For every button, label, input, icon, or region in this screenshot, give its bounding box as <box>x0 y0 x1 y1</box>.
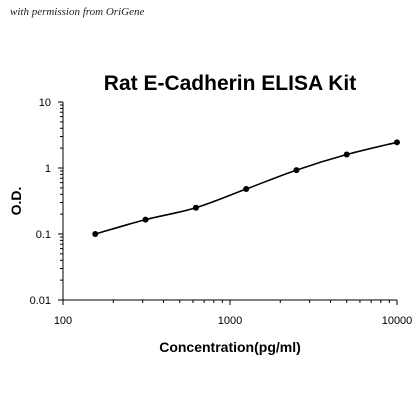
y-tick-label: 10 <box>39 97 51 109</box>
x-tick-label: 100 <box>54 315 72 327</box>
data-point <box>192 204 199 211</box>
permission-credit: with permission from OriGene <box>10 6 145 18</box>
y-tick-label: 0.01 <box>30 295 51 307</box>
data-point <box>243 186 250 193</box>
x-tick-label: 1000 <box>218 315 242 327</box>
y-axis-label: O.D. <box>8 187 24 216</box>
axes <box>62 102 397 301</box>
data-point <box>92 231 99 237</box>
x-axis-label: Concentration(pg/ml) <box>159 339 301 355</box>
data-point <box>142 216 149 223</box>
x-tick-label: 10000 <box>382 315 413 327</box>
axis-ticks: 100 1000 10000 0.01 0.1 1 10 <box>30 97 413 327</box>
chart-title: Rat E-Cadherin ELISA Kit <box>104 72 356 95</box>
y-tick-label: 0.1 <box>36 229 51 241</box>
data-point <box>343 151 350 158</box>
data-point <box>394 139 400 146</box>
data-points <box>92 139 400 237</box>
y-tick-label: 1 <box>45 163 51 175</box>
data-point <box>293 167 300 174</box>
